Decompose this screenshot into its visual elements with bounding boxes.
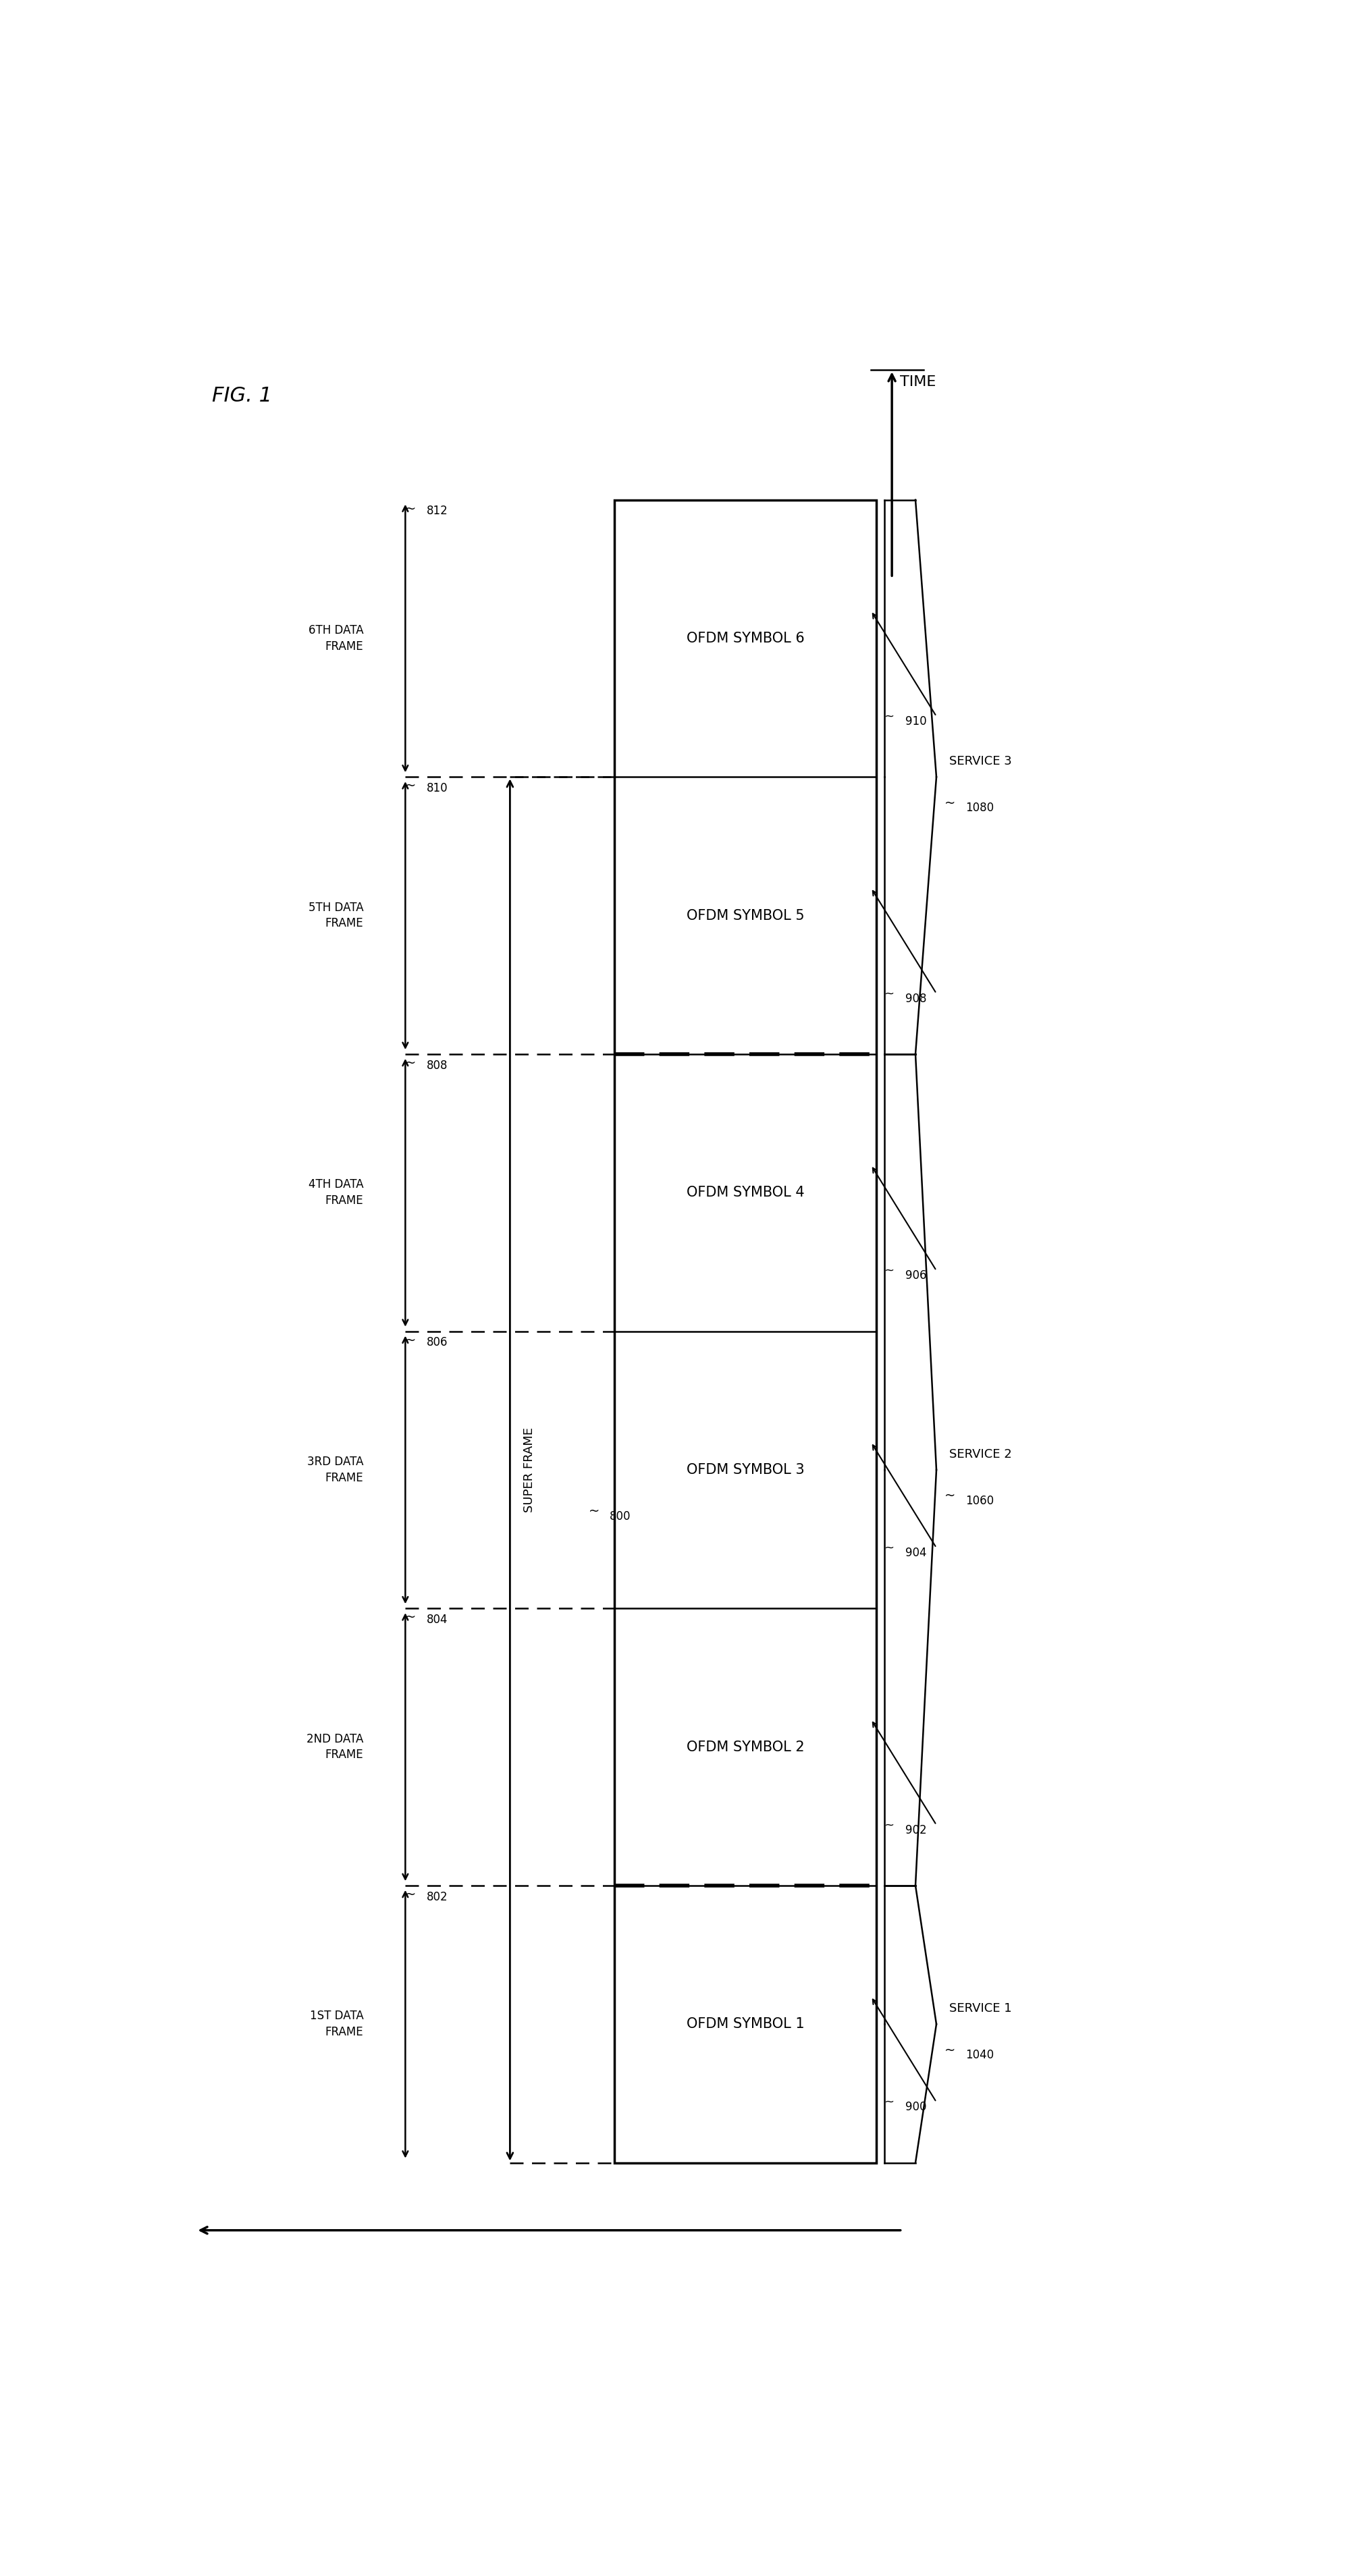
- Text: ~: ~: [405, 1888, 416, 1901]
- Text: OFDM SYMBOL 1: OFDM SYMBOL 1: [686, 2017, 805, 2030]
- Text: 806: 806: [427, 1337, 447, 1350]
- Text: OFDM SYMBOL 3: OFDM SYMBOL 3: [686, 1463, 805, 1476]
- Text: 812: 812: [427, 505, 447, 518]
- Text: OFDM SYMBOL 4: OFDM SYMBOL 4: [686, 1185, 805, 1200]
- Text: 3RD DATA
FRAME: 3RD DATA FRAME: [307, 1455, 363, 1484]
- Text: 2ND DATA
FRAME: 2ND DATA FRAME: [307, 1734, 363, 1762]
- Text: FIG. 1: FIG. 1: [212, 386, 272, 404]
- Text: ~: ~: [405, 1334, 416, 1347]
- Text: 804: 804: [427, 1613, 447, 1625]
- Text: SERVICE 1: SERVICE 1: [950, 2002, 1012, 2014]
- Text: 808: 808: [427, 1059, 447, 1072]
- Text: 810: 810: [427, 783, 447, 793]
- Text: ~: ~: [945, 1489, 955, 1502]
- Text: 904: 904: [905, 1548, 927, 1558]
- Text: 1080: 1080: [965, 801, 993, 814]
- Text: 900: 900: [905, 2102, 927, 2112]
- Text: 4TH DATA
FRAME: 4TH DATA FRAME: [308, 1180, 363, 1206]
- Text: 1040: 1040: [965, 2050, 993, 2061]
- Text: 902: 902: [905, 1824, 927, 1837]
- Text: ~: ~: [405, 781, 416, 793]
- Text: ~: ~: [588, 1504, 599, 1517]
- Bar: [614, 500, 877, 2164]
- Text: OFDM SYMBOL 6: OFDM SYMBOL 6: [686, 631, 805, 644]
- Text: ~: ~: [885, 2097, 894, 2107]
- Text: ~: ~: [945, 2043, 955, 2056]
- Text: ~: ~: [885, 1540, 894, 1553]
- Text: SERVICE 3: SERVICE 3: [950, 755, 1012, 768]
- Text: 910: 910: [905, 716, 927, 726]
- Text: OFDM SYMBOL 5: OFDM SYMBOL 5: [686, 909, 805, 922]
- Text: ~: ~: [405, 1056, 416, 1069]
- Text: 800: 800: [609, 1510, 631, 1522]
- Text: 5TH DATA
FRAME: 5TH DATA FRAME: [308, 902, 363, 930]
- Text: ~: ~: [405, 502, 416, 515]
- Text: 6TH DATA
FRAME: 6TH DATA FRAME: [308, 623, 363, 652]
- Text: ~: ~: [885, 1265, 894, 1278]
- Text: 906: 906: [905, 1270, 927, 1283]
- Text: OFDM SYMBOL 2: OFDM SYMBOL 2: [686, 1741, 805, 1754]
- Text: ~: ~: [405, 1610, 416, 1623]
- Text: TIME: TIME: [900, 376, 936, 389]
- Text: SUPER FRAME: SUPER FRAME: [523, 1427, 535, 1512]
- Text: ~: ~: [885, 1819, 894, 1832]
- Text: ~: ~: [945, 796, 955, 809]
- Text: 802: 802: [427, 1891, 447, 1904]
- Text: 1ST DATA
FRAME: 1ST DATA FRAME: [310, 2009, 363, 2038]
- Text: ~: ~: [885, 987, 894, 999]
- Text: ~: ~: [885, 711, 894, 721]
- Text: SERVICE 2: SERVICE 2: [950, 1448, 1012, 1461]
- Text: 908: 908: [905, 992, 927, 1005]
- Text: 1060: 1060: [965, 1494, 993, 1507]
